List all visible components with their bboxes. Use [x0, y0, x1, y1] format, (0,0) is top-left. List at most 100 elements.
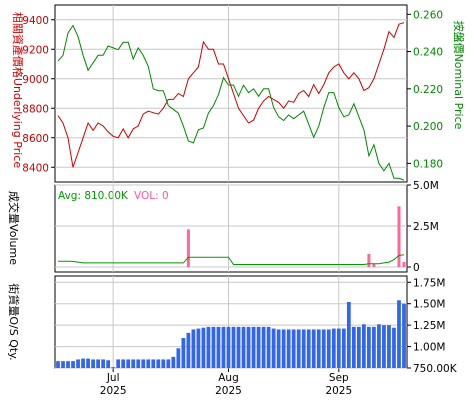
- os-qty-bar: [221, 326, 226, 368]
- volume-tick-label: 0: [413, 262, 420, 274]
- volume-bar: [186, 229, 190, 267]
- nominal-price-tick-label: 0.260: [413, 9, 443, 21]
- volume-bar: [372, 264, 376, 267]
- os-qty-bar: [336, 328, 341, 368]
- os-qty-bar: [176, 348, 181, 368]
- os-qty-bar: [101, 359, 106, 368]
- os-qty-bar: [111, 367, 116, 369]
- underlying-price-tick-label: 8400: [22, 162, 49, 174]
- price-panel-frame: [54, 4, 408, 183]
- nominal-price-tick-label: 0.180: [413, 158, 443, 170]
- os-qty-bar: [191, 329, 196, 368]
- os-qty-bar: [326, 329, 331, 368]
- volume-bar: [367, 253, 371, 267]
- x-tick-month-label: Jul: [106, 372, 120, 384]
- os-qty-bar: [61, 361, 65, 368]
- os-qty-bar: [356, 326, 361, 368]
- underlying-price-tick-label: 8800: [22, 103, 49, 115]
- volume-panel: [54, 184, 408, 273]
- os-qty-tick-label: 1.00M: [413, 342, 445, 354]
- os-qty-bar: [306, 329, 311, 368]
- os-qty-bar: [186, 332, 191, 368]
- os-qty-bar: [301, 329, 306, 368]
- price-panel: [54, 4, 408, 183]
- os-qty-bar: [211, 326, 216, 368]
- underlying-price-axis-label: 相關資產價格Underlying Price: [11, 12, 25, 168]
- os-qty-bar: [246, 326, 251, 368]
- os-qty-bar: [56, 361, 60, 368]
- os-qty-bar: [286, 329, 291, 368]
- os-qty-bar: [271, 328, 276, 368]
- volume-vol-legend: VOL: 0: [134, 190, 169, 202]
- os-qty-bar: [76, 359, 80, 368]
- os-qty-bar: [231, 326, 236, 368]
- x-tick-year-label: 2025: [100, 385, 127, 397]
- os-qty-bar: [126, 359, 131, 368]
- os-qty-bar: [161, 359, 166, 368]
- os-qty-bar: [171, 356, 176, 368]
- os-qty-bar: [387, 325, 391, 368]
- os-qty-bar: [362, 324, 366, 368]
- os-qty-bar: [341, 328, 346, 368]
- volume-avg-legend: Avg: 810.00K: [58, 190, 129, 202]
- os-qty-bar: [241, 326, 246, 368]
- os-qty-bar: [181, 338, 186, 368]
- os-qty-bar: [106, 360, 111, 368]
- os-qty-bar: [96, 359, 100, 368]
- os-qty-bar: [201, 327, 206, 368]
- os-qty-bar: [131, 359, 136, 368]
- os-qty-bar: [121, 359, 126, 368]
- os-qty-tick-label: 750.00K: [413, 363, 458, 375]
- os-qty-bar: [296, 329, 301, 368]
- os-qty-bar: [156, 359, 161, 368]
- os-qty-bar: [91, 359, 95, 368]
- os-qty-bar: [346, 302, 351, 368]
- os-qty-bar: [392, 327, 396, 368]
- underlying-price-line: [57, 22, 405, 168]
- os-qty-bar: [331, 328, 336, 368]
- underlying-price-tick-label: 9400: [22, 15, 49, 27]
- volume-bar: [402, 262, 406, 267]
- underlying-price-tick-label: 9200: [22, 44, 49, 56]
- volume-average-line: [58, 254, 405, 265]
- nominal-price-line: [57, 24, 405, 181]
- os-qty-bar: [291, 329, 296, 368]
- os-qty-bar: [261, 326, 266, 368]
- underlying-price-tick-label: 9000: [22, 74, 49, 86]
- os-qty-bar: [116, 359, 121, 368]
- os-qty-bar: [256, 326, 261, 368]
- chart-marks: Jul2025Aug2025Sep20258400860088009000920…: [22, 5, 458, 397]
- os-qty-bar: [151, 359, 156, 368]
- os-qty-bar: [377, 324, 381, 368]
- volume-tick-label: 5.0M: [413, 180, 439, 192]
- os-qty-bar: [321, 329, 326, 368]
- nominal-price-tick-label: 0.240: [413, 47, 443, 59]
- os-qty-bar: [146, 359, 151, 368]
- volume-bar: [397, 206, 401, 267]
- os-qty-bar: [166, 359, 171, 368]
- os-qty-axis-label: 街貨量O/S Qty.: [7, 283, 21, 360]
- os-qty-bar: [136, 359, 141, 368]
- x-tick-month-label: Aug: [218, 372, 239, 384]
- os-qty-bar: [351, 326, 356, 368]
- os-qty-tick-label: 1.25M: [413, 320, 445, 332]
- os-qty-bar: [86, 358, 90, 368]
- volume-axis-label: 成交量Volume: [7, 191, 21, 265]
- os-qty-bar: [276, 329, 281, 368]
- volume-panel-frame: [54, 184, 408, 273]
- x-tick-month-label: Sep: [329, 372, 349, 384]
- os-qty-bar: [251, 326, 256, 368]
- os-qty-bar: [196, 328, 201, 368]
- os-qty-bar: [66, 361, 70, 368]
- os-qty-bar: [281, 329, 286, 368]
- volume-tick-label: 2.5M: [413, 221, 439, 233]
- os-qty-bar: [216, 326, 221, 368]
- os-qty-bar: [402, 303, 406, 368]
- os-qty-bar: [382, 325, 386, 368]
- os-qty-bar: [81, 358, 85, 368]
- os-qty-tick-label: 1.75M: [413, 277, 445, 289]
- nominal-price-axis-label: 按盤價Nominal Price: [452, 21, 466, 130]
- nominal-price-tick-label: 0.200: [413, 121, 443, 133]
- os-qty-bar: [141, 359, 146, 368]
